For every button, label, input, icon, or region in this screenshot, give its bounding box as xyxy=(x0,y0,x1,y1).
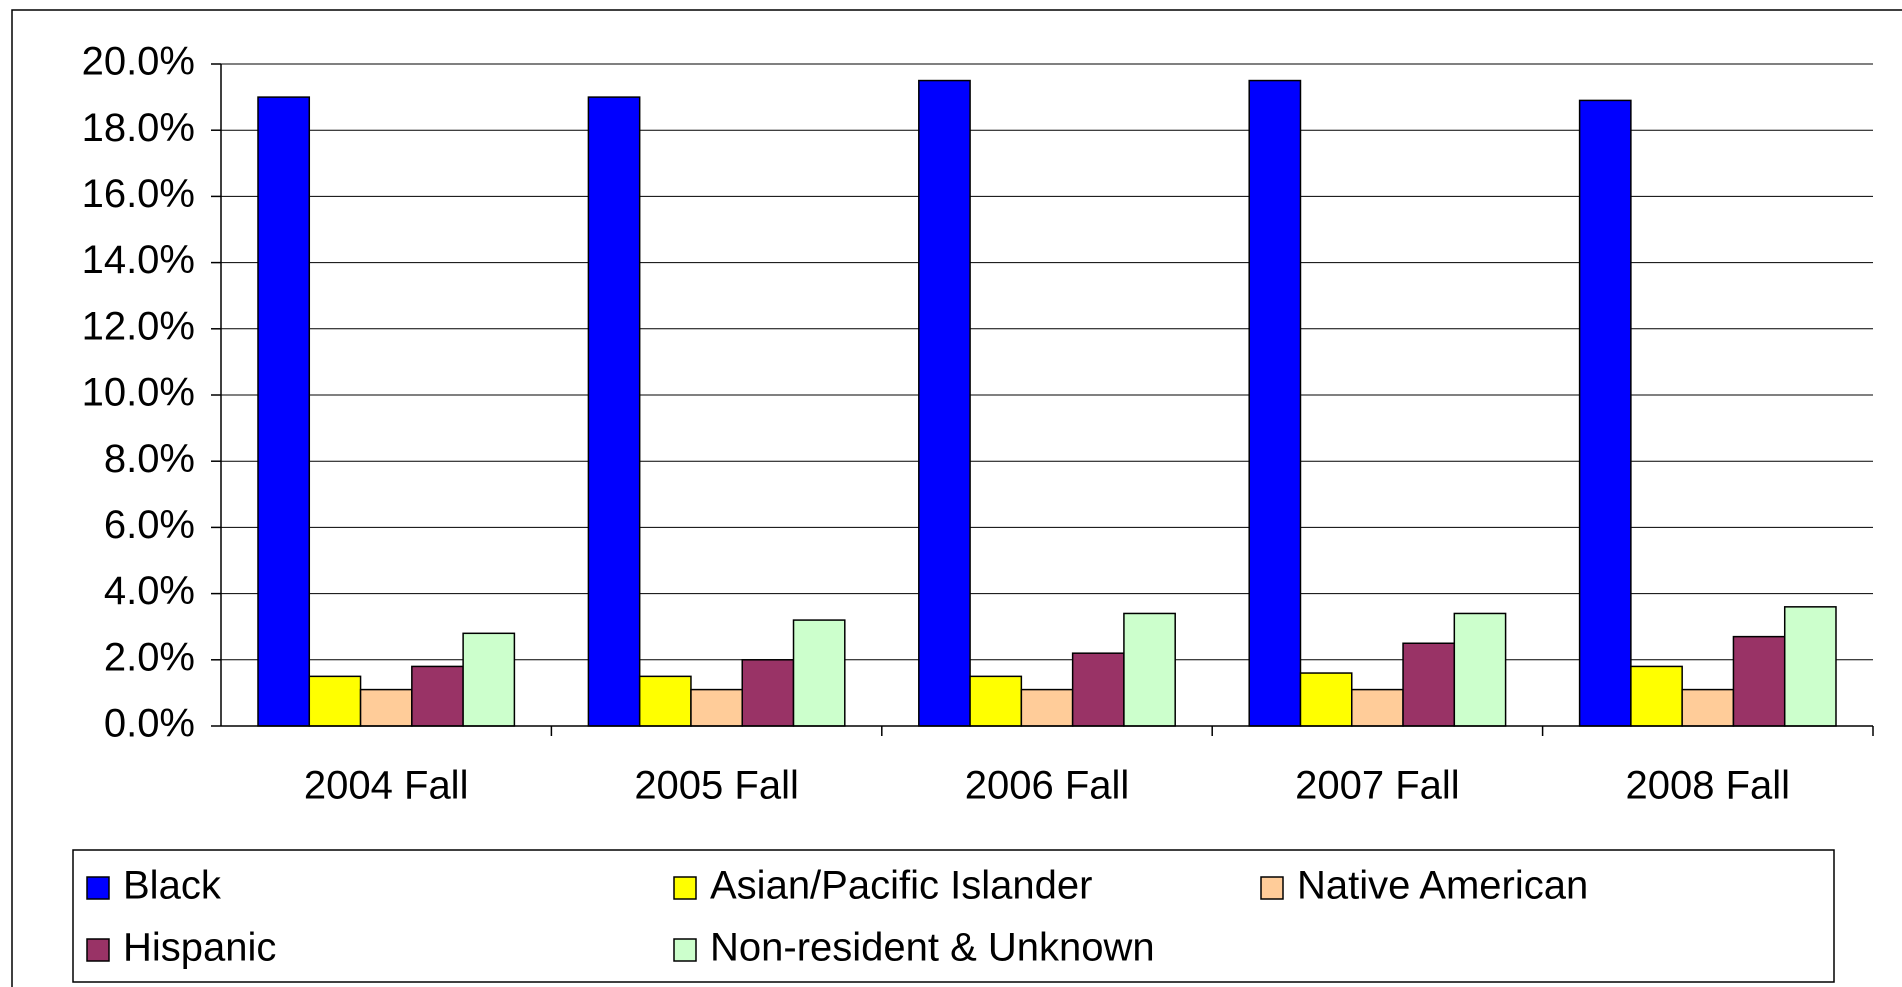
bar xyxy=(741,659,795,727)
y-tick-label: 0.0% xyxy=(104,702,195,746)
x-tick-label: 2005 Fall xyxy=(634,764,799,808)
bar xyxy=(1732,635,1786,727)
bar xyxy=(1681,688,1735,727)
bar xyxy=(969,675,1023,727)
x-tick-label: 2008 Fall xyxy=(1626,764,1791,808)
x-tick-label: 2007 Fall xyxy=(1295,764,1460,808)
y-tick-label: 2.0% xyxy=(104,635,195,679)
bar xyxy=(411,665,464,727)
y-tick-label: 14.0% xyxy=(82,238,195,282)
bar xyxy=(1578,99,1632,727)
legend-label: Asian/Pacific Islander xyxy=(710,864,1092,908)
legend-label: Hispanic xyxy=(123,926,276,970)
legend-label: Native American xyxy=(1297,864,1588,908)
bar xyxy=(359,688,413,727)
y-tick-label: 12.0% xyxy=(82,304,195,348)
bar xyxy=(638,675,692,727)
bar xyxy=(308,675,362,727)
x-tick-label: 2006 Fall xyxy=(965,764,1130,808)
bar xyxy=(257,96,311,727)
bar xyxy=(462,632,516,727)
y-tick-label: 4.0% xyxy=(104,569,195,613)
bar xyxy=(1453,612,1507,727)
y-tick-label: 8.0% xyxy=(104,437,195,481)
legend-label: Black xyxy=(123,864,222,908)
legend-swatch xyxy=(86,938,110,962)
bar xyxy=(1299,672,1353,727)
y-tick-label: 6.0% xyxy=(104,503,195,547)
y-tick-label: 16.0% xyxy=(82,172,195,216)
legend-swatch xyxy=(1260,876,1284,900)
legend-swatch xyxy=(86,876,110,900)
bar xyxy=(1630,665,1683,727)
bar xyxy=(1123,612,1176,727)
bar xyxy=(587,96,641,727)
legend-swatch xyxy=(673,876,697,900)
bar xyxy=(1248,79,1302,727)
y-tick-label: 18.0% xyxy=(82,106,195,150)
bar xyxy=(918,79,971,727)
bar xyxy=(1071,652,1125,727)
bar xyxy=(1020,688,1074,727)
y-tick-label: 20.0% xyxy=(82,40,195,84)
x-tick-label: 2004 Fall xyxy=(304,764,469,808)
bar xyxy=(690,688,743,727)
legend-swatch xyxy=(673,938,697,962)
bar xyxy=(1402,642,1456,727)
legend-box xyxy=(72,849,1835,983)
bar xyxy=(1783,606,1837,727)
bar xyxy=(1351,688,1404,727)
legend-label: Non-resident & Unknown xyxy=(710,926,1155,970)
bar xyxy=(792,619,846,727)
y-tick-label: 10.0% xyxy=(82,371,195,415)
